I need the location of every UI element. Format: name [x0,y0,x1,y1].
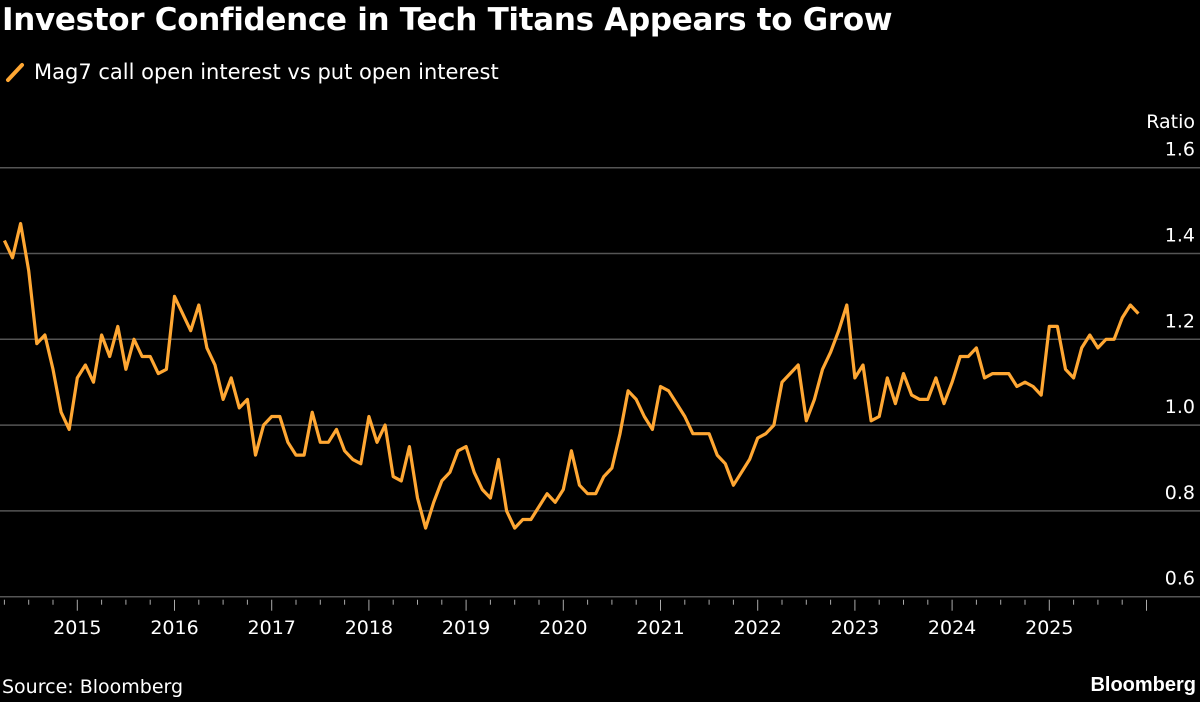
x-tick-label: 2017 [248,617,296,639]
bloomberg-logo: Bloomberg [1090,674,1196,696]
y-tick-label: 1.6 [1165,139,1195,161]
y-axis-label: Ratio [1146,111,1195,133]
x-tick-label: 2022 [734,617,782,639]
x-tick-label: 2015 [53,617,101,639]
legend-label: Mag7 call open interest vs put open inte… [34,60,499,84]
x-tick-label: 2024 [928,617,976,639]
y-tick-label: 1.2 [1165,310,1195,332]
x-tick-label: 2018 [345,617,393,639]
series-line [2,221,1140,530]
x-tick-label: 2020 [539,617,587,639]
x-tick-label: 2016 [150,617,198,639]
x-tick-label: 2021 [636,617,684,639]
chart-title: Investor Confidence in Tech Titans Appea… [2,2,893,38]
y-tick-label: 0.6 [1165,568,1195,590]
source-note: Source: Bloomberg [2,676,184,698]
legend: Mag7 call open interest vs put open inte… [4,60,499,84]
x-tick-label: 2025 [1025,617,1073,639]
x-tick-label: 2019 [442,617,490,639]
x-tick-label: 2023 [831,617,879,639]
y-tick-label: 0.8 [1165,482,1195,504]
slash-line-icon [6,63,24,82]
y-tick-label: 1.4 [1165,225,1195,247]
y-tick-label: 1.0 [1165,396,1195,418]
